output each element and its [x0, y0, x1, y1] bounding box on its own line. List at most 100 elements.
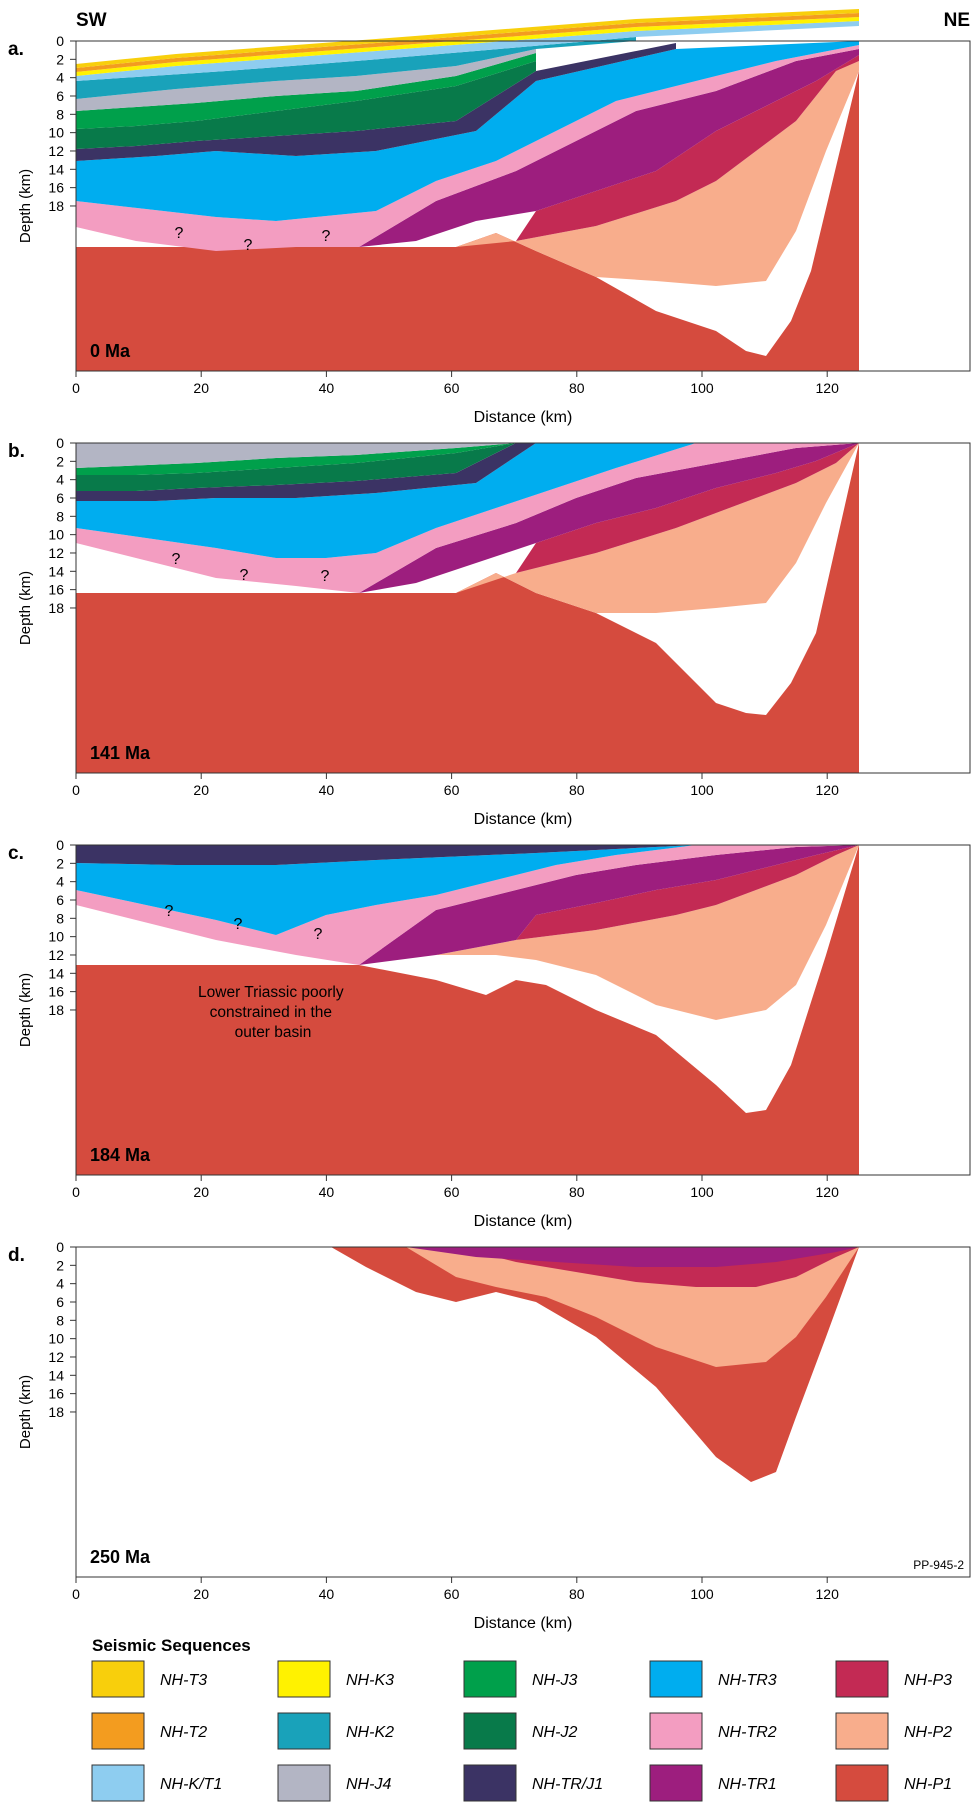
legend-item: NH-T2 — [91, 1712, 207, 1750]
legend-item: NH-P1 — [835, 1764, 952, 1802]
layer-nh-j2 — [76, 443, 516, 491]
legend-item: NH-K/T1 — [91, 1764, 222, 1802]
y-tick-label: 14 — [48, 161, 64, 177]
panel-letter: b. — [8, 441, 25, 462]
y-tick-label: 18 — [48, 1404, 64, 1420]
layer-nh-p1 — [76, 845, 859, 1175]
panel-letter: c. — [8, 843, 24, 864]
x-tick-label: 40 — [319, 1184, 335, 1200]
y-tick-label: 6 — [56, 1294, 64, 1310]
x-tick-label: 20 — [193, 1586, 209, 1602]
legend-swatch — [91, 1712, 145, 1750]
y-tick-label: 16 — [48, 582, 64, 598]
question-marks: ??? — [172, 551, 330, 585]
x-tick-label: 60 — [444, 1184, 460, 1200]
y-tick-label: 14 — [48, 965, 64, 981]
y-tick-label: 8 — [56, 106, 64, 122]
y-tick-label: 16 — [48, 1386, 64, 1402]
x-tick-label: 0 — [72, 782, 80, 798]
legend-item: NH-K2 — [277, 1712, 394, 1750]
legend-label: NH-TR2 — [718, 1724, 777, 1741]
layer-nh-j4 — [76, 443, 516, 468]
y-tick-label: 16 — [48, 984, 64, 1000]
lower-triassic-note: Lower Triassic poorly constrained in the… — [198, 984, 348, 1041]
layer-nh-tr1 — [359, 443, 859, 593]
legend-swatch — [91, 1764, 145, 1802]
legend-label: NH-J4 — [346, 1776, 391, 1793]
question-marks: ??? — [165, 903, 323, 943]
y-tick-label: 10 — [48, 527, 64, 543]
y-tick-label: 0 — [56, 1239, 64, 1255]
legend-label: NH-K2 — [346, 1724, 394, 1741]
y-tick-label: 12 — [48, 545, 64, 561]
layer-nh-j3 — [76, 443, 516, 475]
question-mark: ? — [234, 916, 243, 933]
y-tick-label: 10 — [48, 1331, 64, 1347]
legend-swatch — [463, 1764, 517, 1802]
legend-item: NH-TR/J1 — [463, 1764, 603, 1802]
legend-swatch — [277, 1764, 331, 1802]
y-axis-label: Depth (km) — [17, 571, 34, 645]
y-tick-label: 8 — [56, 1312, 64, 1328]
layer-nh-p2 — [456, 61, 859, 286]
legend-swatch — [835, 1764, 889, 1802]
x-tick-label: 120 — [816, 1586, 840, 1602]
y-tick-label: 0 — [56, 837, 64, 853]
panel-axes: d. 250 Ma 0 2 4 6 8 10 12 14 16 18 Depth (km) 0 20 40 60… — [8, 1239, 839, 1632]
y-tick-label: 2 — [56, 1257, 64, 1273]
panel-age-label: 184 Ma — [90, 1145, 151, 1165]
legend-item: NH-J2 — [463, 1712, 577, 1750]
legend-label: NH-J3 — [532, 1672, 577, 1689]
x-tick-label: 100 — [690, 782, 714, 798]
x-tick-label: 120 — [816, 380, 840, 396]
layer-nh-p3 — [516, 443, 859, 573]
layer-nh-tr-j1 — [76, 845, 696, 865]
y-tick-label: 14 — [48, 563, 64, 579]
y-tick-label: 4 — [56, 472, 64, 488]
y-tick-label: 10 — [48, 125, 64, 141]
layer-nh-t3 — [76, 9, 859, 68]
legend-item: NH-TR2 — [649, 1712, 777, 1750]
panel-b: ??? — [75, 442, 971, 774]
legend: Seismic Sequences NH-T3 NH-K3 NH-J3 NH-TR3 N… — [91, 1636, 952, 1802]
layer-nh-tr2 — [76, 443, 859, 593]
legend-swatch — [649, 1660, 703, 1698]
panel-a: ??? — [75, 9, 971, 372]
x-tick-label: 0 — [72, 1184, 80, 1200]
legend-item: NH-K3 — [277, 1660, 394, 1698]
y-tick-label: 16 — [48, 180, 64, 196]
layer-nh-tr1 — [359, 845, 859, 965]
figure-id: PP-945-2 — [913, 1558, 964, 1572]
question-marks: ??? — [175, 225, 331, 254]
y-axis-label: Depth (km) — [17, 973, 34, 1047]
legend-label: NH-P2 — [904, 1724, 952, 1741]
y-tick-label: 12 — [48, 1349, 64, 1365]
y-tick-label: 6 — [56, 88, 64, 104]
layer-nh-k-t1 — [76, 21, 859, 81]
x-tick-label: 80 — [569, 1184, 585, 1200]
legend-item: NH-TR3 — [649, 1660, 777, 1698]
layer-nh-tr1 — [406, 1247, 859, 1267]
y-axis-label: Depth (km) — [17, 169, 34, 243]
panel-age-label: 250 Ma — [90, 1547, 151, 1567]
y-tick-label: 18 — [48, 198, 64, 214]
legend-label: NH-TR1 — [718, 1776, 777, 1793]
legend-label: NH-J2 — [532, 1724, 577, 1741]
y-tick-label: 12 — [48, 947, 64, 963]
y-tick-label: 4 — [56, 874, 64, 890]
layer-nh-t2 — [76, 13, 859, 72]
x-tick-label: 60 — [444, 380, 460, 396]
y-tick-label: 2 — [56, 855, 64, 871]
x-tick-label: 120 — [816, 782, 840, 798]
x-tick-label: 120 — [816, 1184, 840, 1200]
ne-label: NE — [944, 10, 970, 31]
legend-swatch — [277, 1712, 331, 1750]
panel-d: PP-945-2 — [75, 1246, 971, 1578]
y-tick-label: 4 — [56, 70, 64, 86]
legend-swatch — [649, 1712, 703, 1750]
x-tick-label: 40 — [319, 1586, 335, 1602]
y-tick-label: 10 — [48, 929, 64, 945]
y-tick-label: 0 — [56, 435, 64, 451]
x-tick-label: 20 — [193, 782, 209, 798]
panel-axes: c. 184 Ma 0 2 4 6 8 10 12 14 16 18 Depth (km) 0 20 40 60… — [8, 837, 839, 1230]
